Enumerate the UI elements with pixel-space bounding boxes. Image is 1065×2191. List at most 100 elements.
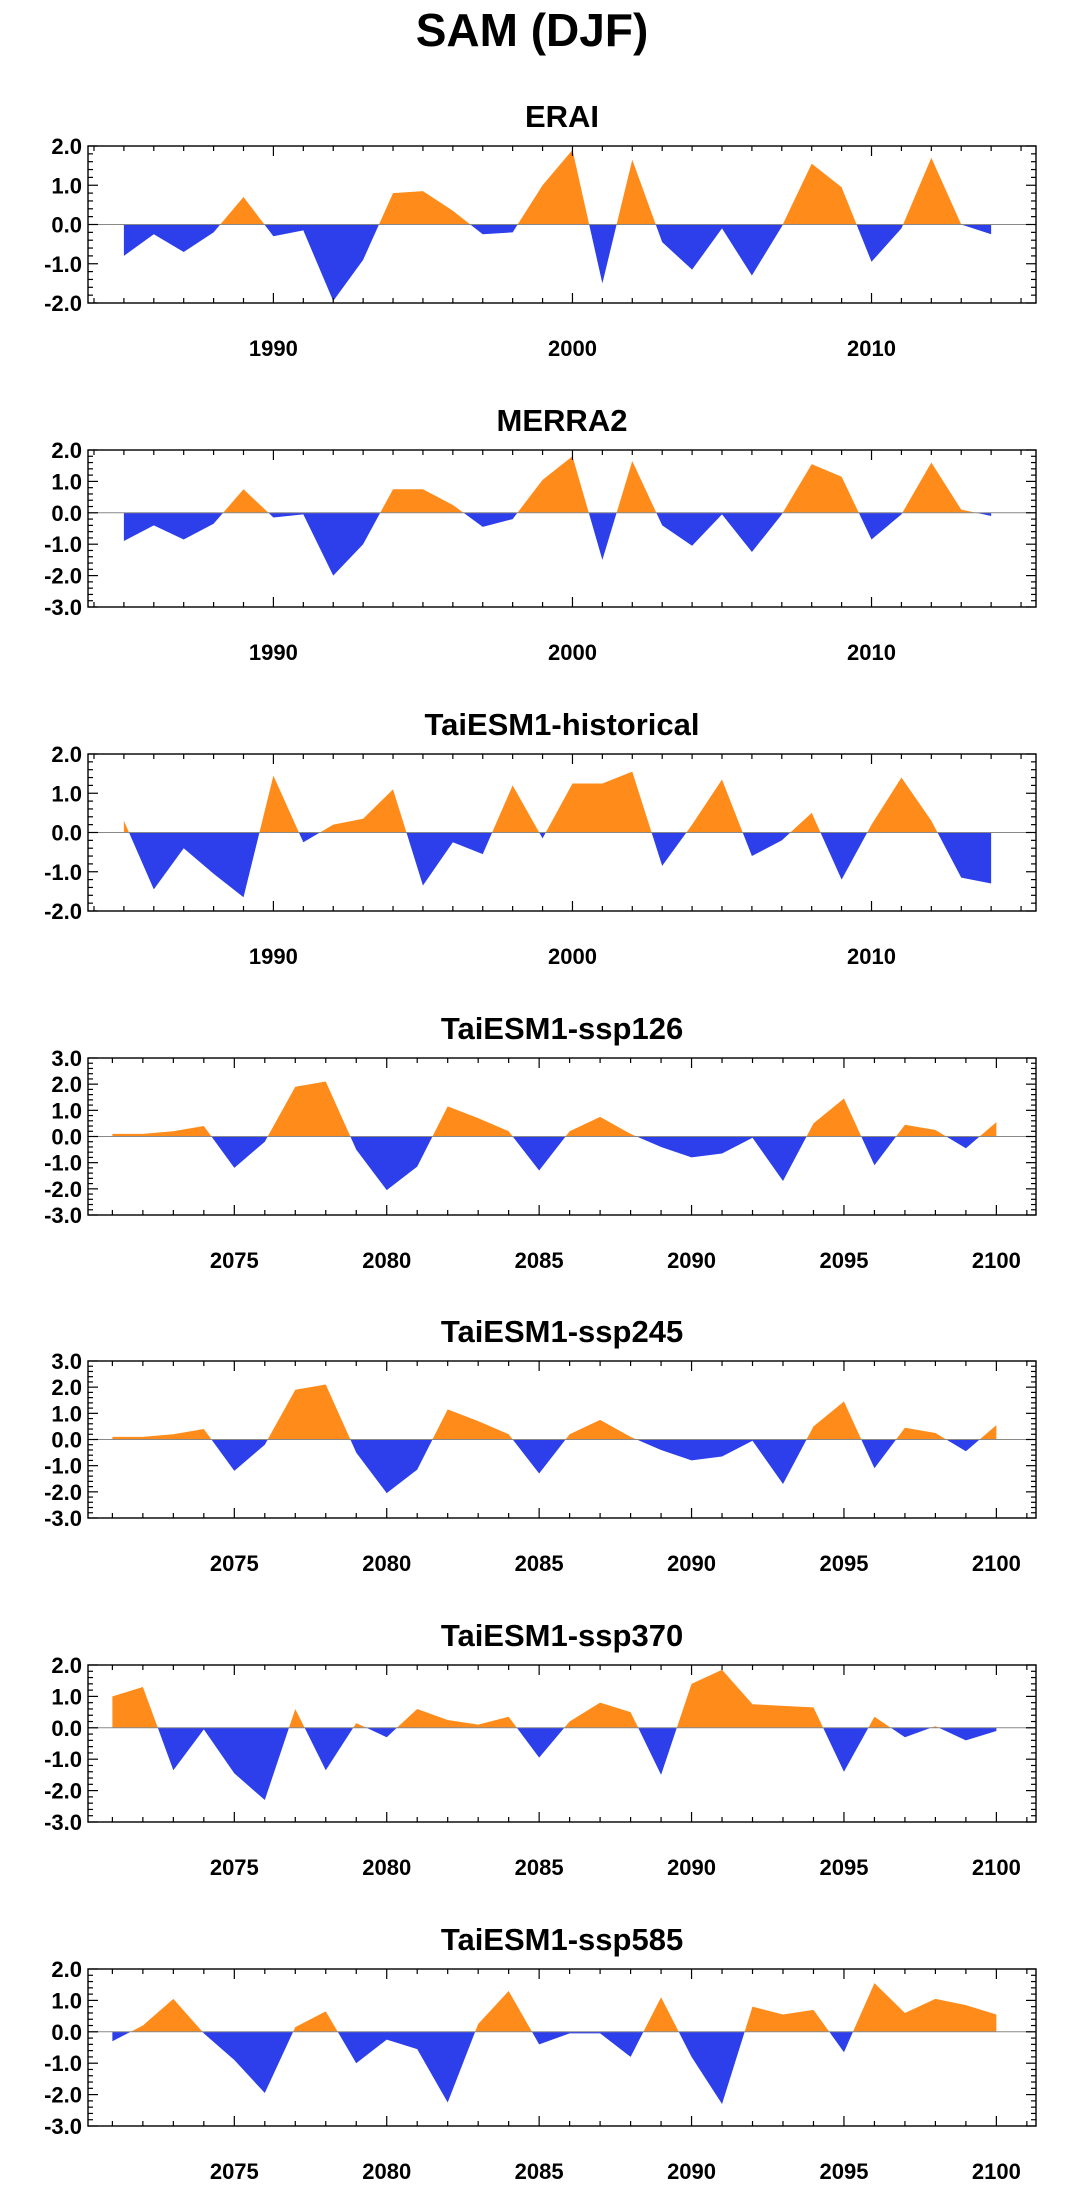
positive-anomaly-area (130, 1998, 203, 2032)
x-tick-label: 2100 (972, 1855, 1021, 1880)
y-tick-label: 3.0 (51, 1046, 82, 1071)
negative-anomaly-area (211, 1439, 268, 1471)
negative-anomaly-area (856, 224, 904, 262)
positive-anomaly-area (112, 1686, 158, 1728)
panel-title: TaiESM1-ssp126 (441, 1011, 683, 1046)
y-tick-label: -1.0 (44, 1151, 82, 1176)
negative-anomaly-area (112, 2031, 131, 2042)
positive-anomaly-area (432, 1409, 513, 1440)
y-tick-label: 2.0 (51, 438, 82, 463)
y-tick-label: 2.0 (51, 1653, 82, 1678)
negative-anomaly-area (937, 832, 992, 884)
y-tick-label: -3.0 (44, 1203, 82, 1228)
negative-anomaly-area (366, 1727, 397, 1738)
plot-frame (87, 1664, 1037, 1823)
positive-anomaly-area (903, 157, 962, 225)
y-tick-label: 0.0 (51, 1428, 82, 1453)
x-tick-label: 1990 (249, 944, 298, 969)
y-tick-label: -3.0 (44, 2114, 82, 2139)
x-tick-label: 2010 (847, 336, 896, 361)
positive-anomaly-area (782, 163, 857, 225)
panel-title: TaiESM1-ssp245 (441, 1314, 683, 1349)
negative-anomaly-area (157, 1727, 289, 1801)
positive-anomaly-area (565, 1116, 637, 1137)
x-tick-label: 2010 (847, 944, 896, 969)
positive-anomaly-area (686, 779, 743, 833)
negative-anomaly-area (742, 832, 791, 857)
y-tick-label: 0.0 (51, 2020, 82, 2045)
x-tick-label: 2100 (972, 1248, 1021, 1273)
negative-anomaly-area (976, 512, 992, 516)
positive-anomaly-area (112, 1429, 212, 1440)
negative-anomaly-area (350, 1439, 433, 1494)
negative-anomaly-area (938, 1727, 997, 1741)
y-tick-label: 0.0 (51, 821, 82, 846)
x-tick-label: 2085 (515, 1855, 564, 1880)
y-tick-label: 0.0 (51, 213, 82, 238)
figure-title: SAM (DJF) (416, 4, 649, 56)
x-tick-label: 2080 (362, 1855, 411, 1880)
positive-anomaly-area (896, 1124, 947, 1137)
x-tick-label: 2075 (210, 2159, 259, 2184)
x-tick-label: 2095 (819, 1248, 868, 1273)
y-tick-label: -1.0 (44, 1454, 82, 1479)
x-tick-label: 2080 (362, 1551, 411, 1576)
positive-anomaly-area (896, 1427, 947, 1440)
negative-anomaly-area (588, 512, 617, 560)
positive-anomaly-area (293, 2011, 338, 2032)
positive-anomaly-area (223, 489, 269, 513)
positive-anomaly-area (267, 1081, 351, 1137)
panel-3: TaiESM1-historical -2.0 -1.0 0.0 1.0 2.0 1990 2… (44, 707, 1037, 969)
negative-anomaly-area (202, 2031, 294, 2094)
negative-anomaly-area (539, 832, 546, 839)
negative-anomaly-area (123, 512, 224, 542)
negative-anomaly-area (651, 832, 687, 866)
y-tick-label: 3.0 (51, 1349, 82, 1374)
x-tick-label: 1990 (249, 336, 298, 361)
y-tick-label: 1.0 (51, 1098, 82, 1123)
x-tick-label: 2090 (667, 2159, 716, 2184)
negative-anomaly-area (211, 1136, 268, 1168)
negative-anomaly-area (636, 1136, 807, 1181)
positive-anomaly-area (380, 489, 464, 513)
y-tick-label: 0.0 (51, 1125, 82, 1150)
panel-2: MERRA2 -3.0 -2.0 -1.0 0.0 1.0 2.0 1990 2000 2010 (44, 403, 1037, 665)
panel-title: TaiESM1-ssp370 (441, 1618, 683, 1653)
positive-anomaly-area (565, 1419, 637, 1440)
negative-anomaly-area (531, 2031, 644, 2057)
negative-anomaly-area (298, 832, 320, 843)
negative-anomaly-area (350, 1136, 433, 1191)
negative-anomaly-area (512, 1439, 566, 1474)
x-tick-label: 2080 (362, 2159, 411, 2184)
x-tick-label: 2085 (515, 1551, 564, 1576)
y-tick-label: -1.0 (44, 1747, 82, 1772)
negative-anomaly-area (516, 1727, 565, 1758)
x-tick-label: 2010 (847, 640, 896, 665)
positive-anomaly-area (979, 1122, 997, 1137)
positive-anomaly-area (517, 149, 590, 225)
negative-anomaly-area (123, 224, 221, 256)
y-tick-label: -1.0 (44, 532, 82, 557)
panel-title: TaiESM1-historical (424, 707, 699, 742)
positive-anomaly-area (492, 785, 540, 833)
negative-anomaly-area (470, 224, 518, 235)
positive-anomaly-area (868, 1716, 891, 1728)
x-tick-label: 2000 (548, 336, 597, 361)
x-tick-label: 2085 (515, 1248, 564, 1273)
x-tick-label: 2090 (667, 1551, 716, 1576)
positive-anomaly-area (259, 775, 299, 833)
negative-anomaly-area (589, 224, 617, 284)
negative-anomaly-area (961, 224, 992, 235)
x-tick-label: 2075 (210, 1551, 259, 1576)
x-tick-label: 2000 (548, 640, 597, 665)
x-tick-label: 1990 (249, 640, 298, 665)
y-tick-label: 1.0 (51, 469, 82, 494)
y-tick-label: 2.0 (51, 742, 82, 767)
positive-anomaly-area (475, 1990, 532, 2032)
positive-anomaly-area (517, 456, 589, 513)
negative-anomaly-area (638, 1727, 677, 1775)
plot-frame (87, 449, 1037, 608)
negative-anomaly-area (129, 832, 260, 898)
positive-anomaly-area (790, 812, 821, 833)
